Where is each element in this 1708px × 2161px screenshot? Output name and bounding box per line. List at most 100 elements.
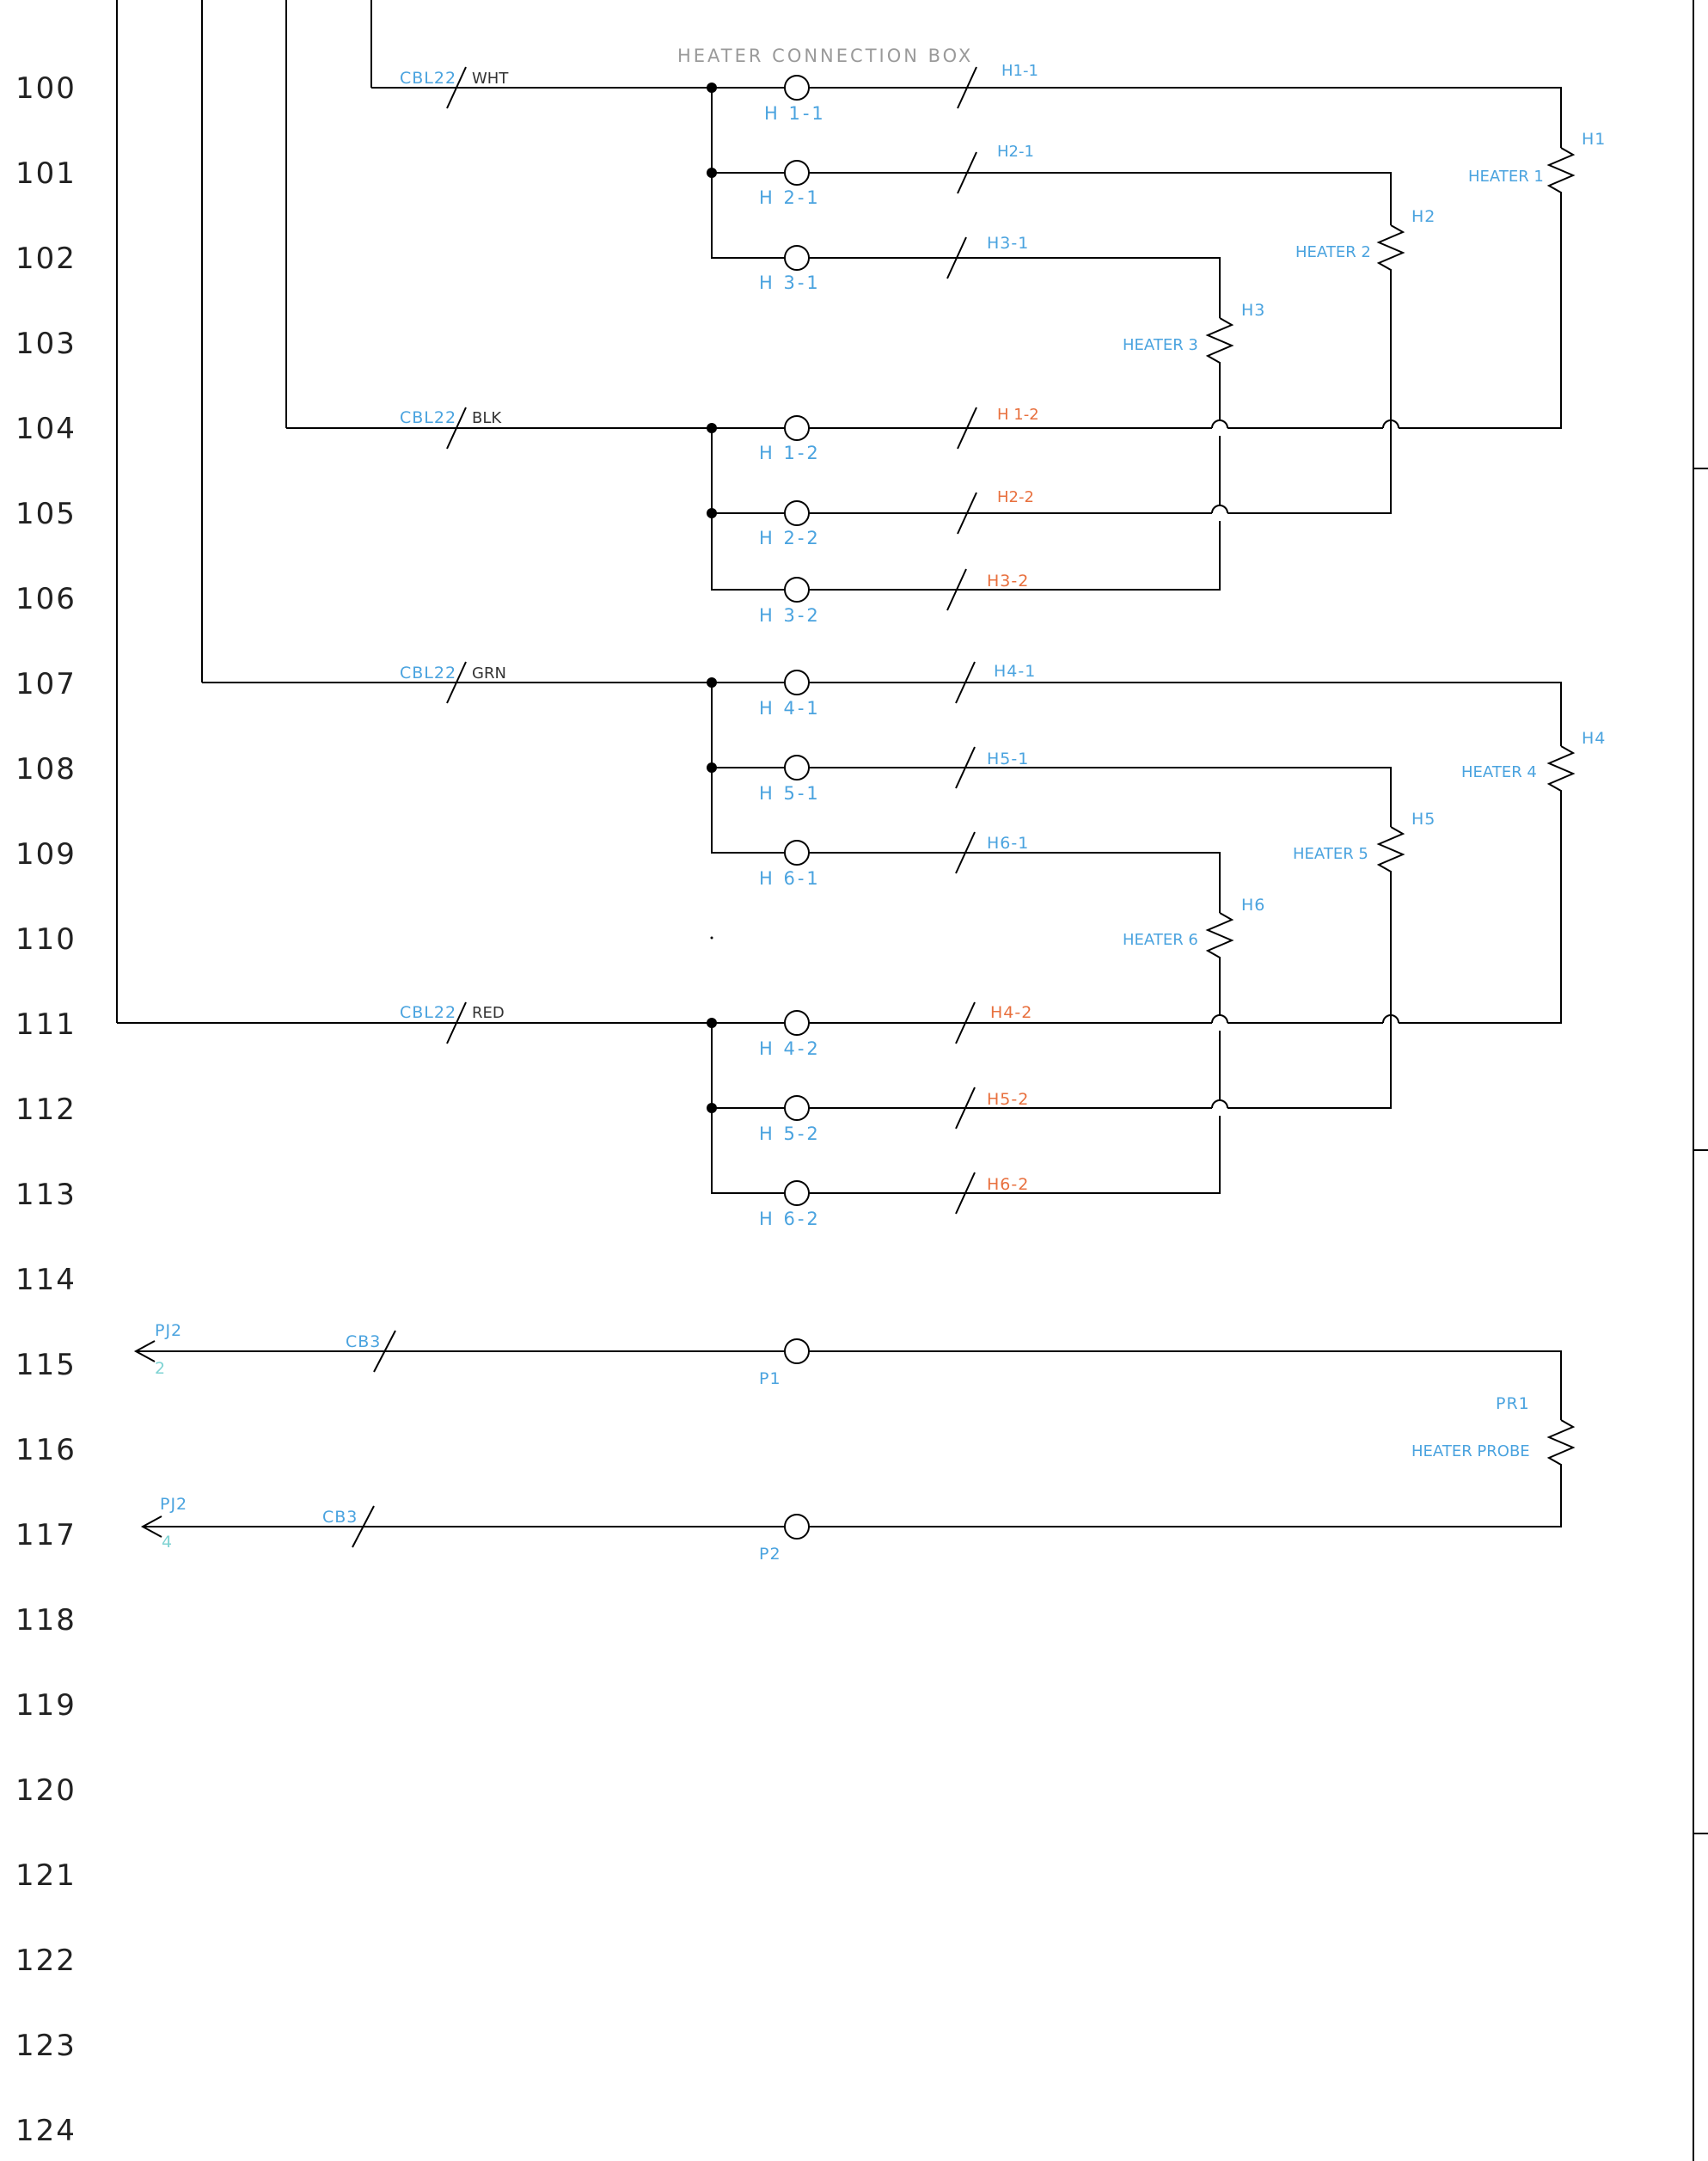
terminals bbox=[784, 75, 810, 1540]
pj2-arrow-1 bbox=[133, 1340, 156, 1362]
heater-3-name: HEATER 3 bbox=[1123, 336, 1198, 354]
terminal-h5-1: H 5-1 bbox=[759, 783, 821, 804]
cable-color-4: RED bbox=[472, 1004, 505, 1022]
cable-label-4: CBL22 bbox=[400, 1003, 456, 1022]
cable-color-2: BLK bbox=[472, 409, 502, 427]
wire-tag-h4-1: H4-1 bbox=[994, 662, 1036, 681]
heater-4-resistor bbox=[1546, 745, 1576, 798]
cable-runs bbox=[117, 87, 712, 1024]
row-number: 108 bbox=[15, 752, 77, 787]
heater-elements bbox=[1205, 147, 1576, 964]
heater-connection-box-title: HEATER CONNECTION BOX bbox=[677, 46, 973, 66]
heater-5-name: HEATER 5 bbox=[1293, 845, 1368, 863]
row-number: 110 bbox=[15, 922, 77, 957]
pj2-arrow-2 bbox=[140, 1515, 162, 1538]
terminal-h4-2: H 4-2 bbox=[759, 1038, 821, 1059]
row-number: 119 bbox=[15, 1688, 77, 1723]
junction-buses bbox=[711, 87, 785, 1194]
wire-tag-h1-2: H 1-2 bbox=[997, 406, 1039, 424]
terminal-h3-2: H 3-2 bbox=[759, 605, 821, 626]
probe-labels: PJ2 2 CB3 PJ2 4 CB3 PR1 HEATER PROBE bbox=[155, 1321, 1530, 1552]
terminal-p2: P2 bbox=[759, 1545, 781, 1564]
terminal-h1-1: H 1-1 bbox=[764, 103, 826, 124]
row-number: 100 bbox=[15, 71, 77, 106]
terminal-h3-1: H 3-1 bbox=[759, 272, 821, 293]
cable-label-1: CBL22 bbox=[400, 69, 456, 88]
heater-3-tag: H3 bbox=[1241, 301, 1265, 320]
row-number: 116 bbox=[15, 1433, 77, 1467]
wire-tag-h6-2: H6-2 bbox=[987, 1175, 1029, 1194]
heater-labels: H1 HEATER 1 H2 HEATER 2 H3 HEATER 3 H4 H… bbox=[1123, 130, 1606, 949]
row-number: 107 bbox=[15, 667, 77, 701]
heater-probe-resistor bbox=[1546, 1419, 1576, 1472]
terminal-h1-2: H 1-2 bbox=[759, 443, 821, 463]
probe-name: HEATER PROBE bbox=[1411, 1442, 1530, 1460]
heater-2-tag: H2 bbox=[1411, 207, 1436, 226]
wire-tag-h4-2: H4-2 bbox=[990, 1003, 1032, 1022]
row-number: 121 bbox=[15, 1858, 77, 1893]
heater-1-resistor bbox=[1546, 147, 1576, 199]
cable-labels: CBL22 WHT CBL22 BLK CBL22 GRN CBL22 RED bbox=[400, 66, 509, 1044]
pj2-connector-2: PJ2 bbox=[160, 1495, 187, 1514]
sheet-border bbox=[1693, 0, 1708, 2161]
row-number: 114 bbox=[15, 1263, 77, 1297]
terminal-h4-1: H 4-1 bbox=[759, 698, 821, 719]
row-number: 118 bbox=[15, 1603, 77, 1638]
heater-1-name: HEATER 1 bbox=[1468, 168, 1544, 186]
row-number: 123 bbox=[15, 2029, 77, 2063]
cable-color-3: GRN bbox=[472, 664, 506, 683]
row-number: 103 bbox=[15, 327, 77, 361]
cb3-label-1: CB3 bbox=[346, 1332, 381, 1351]
row-number: 113 bbox=[15, 1178, 77, 1212]
cable-color-1: WHT bbox=[472, 70, 509, 88]
heater-2-resistor bbox=[1376, 224, 1405, 277]
cable-label-3: CBL22 bbox=[400, 664, 456, 683]
terminal-h2-2: H 2-2 bbox=[759, 528, 821, 548]
row-number: 101 bbox=[15, 156, 77, 191]
row-number: 112 bbox=[15, 1093, 77, 1127]
heater-6-name: HEATER 6 bbox=[1123, 931, 1198, 949]
wire-tag-h3-2: H3-2 bbox=[987, 572, 1029, 591]
row-number: 106 bbox=[15, 582, 77, 616]
wire-tag-h2-1: H2-1 bbox=[997, 143, 1034, 161]
heater-5-tag: H5 bbox=[1411, 810, 1436, 829]
terminal-h5-2: H 5-2 bbox=[759, 1123, 821, 1144]
heater-3-resistor bbox=[1205, 317, 1234, 370]
incoming-feeders bbox=[116, 0, 372, 1023]
heater-5-resistor bbox=[1376, 826, 1405, 878]
row-number: 109 bbox=[15, 837, 77, 872]
heater-4-name: HEATER 4 bbox=[1461, 763, 1537, 781]
terminal-h2-1: H 2-1 bbox=[759, 187, 821, 208]
row-number: 102 bbox=[15, 242, 77, 276]
probe-circuit bbox=[133, 1330, 1576, 1548]
heater-wiring bbox=[809, 87, 1562, 1194]
heater-4-tag: H4 bbox=[1582, 729, 1606, 748]
pj2-connector-1: PJ2 bbox=[155, 1321, 182, 1340]
heater-6-resistor bbox=[1205, 912, 1234, 964]
heater-1-tag: H1 bbox=[1582, 130, 1606, 149]
heater-2-name: HEATER 2 bbox=[1295, 243, 1371, 261]
cable-label-2: CBL22 bbox=[400, 408, 456, 427]
row-number: 111 bbox=[15, 1007, 77, 1042]
wire-tags: H1-1 H2-1 H3-1 H 1-2 H2-2 H3-2 H4-1 H5-1… bbox=[946, 62, 1039, 1215]
terminal-h6-2: H 6-2 bbox=[759, 1209, 821, 1229]
wire-tag-h5-1: H5-1 bbox=[987, 750, 1029, 768]
probe-tag: PR1 bbox=[1496, 1394, 1530, 1413]
junction-dots bbox=[707, 83, 717, 1113]
cb3-label-2: CB3 bbox=[322, 1508, 358, 1527]
stray-dot bbox=[710, 936, 713, 940]
row-number: 117 bbox=[15, 1518, 77, 1552]
wire-tag-h5-2: H5-2 bbox=[987, 1090, 1029, 1109]
row-number-column: 100 101 102 103 104 105 106 107 108 109 110 111 112 1… bbox=[15, 71, 77, 2148]
wire-tag-h1-1: H1-1 bbox=[1001, 62, 1038, 80]
row-number: 124 bbox=[15, 2114, 77, 2148]
row-number: 115 bbox=[15, 1348, 77, 1382]
row-number: 122 bbox=[15, 1944, 77, 1978]
pj2-pin-2: 4 bbox=[162, 1533, 173, 1552]
wire-tag-h2-2: H2-2 bbox=[997, 488, 1034, 506]
heater-6-tag: H6 bbox=[1241, 896, 1265, 915]
row-number: 120 bbox=[15, 1773, 77, 1808]
row-number: 104 bbox=[15, 412, 77, 446]
